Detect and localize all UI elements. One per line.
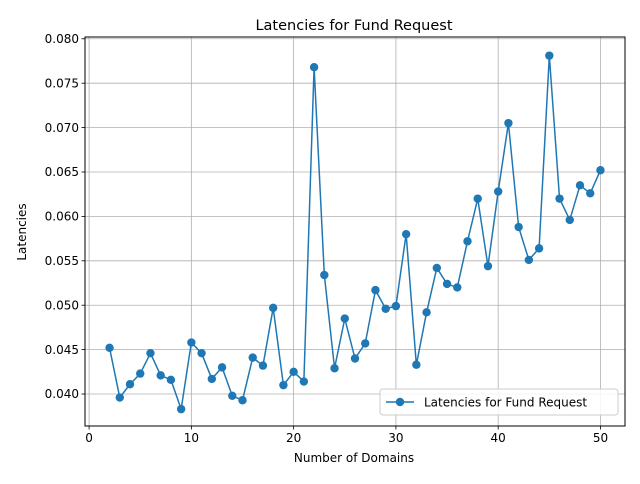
data-point (340, 314, 349, 323)
data-point (350, 354, 360, 363)
data-point (187, 338, 196, 347)
data-point (166, 375, 176, 385)
data-point (412, 360, 421, 369)
legend-box (379, 388, 619, 416)
data-point (105, 343, 114, 353)
data-point (565, 215, 574, 225)
data-point (330, 364, 339, 373)
data-point (197, 348, 206, 358)
data-point (136, 369, 145, 378)
legend: Latencies for Fund Request (379, 388, 619, 416)
data-point (279, 380, 288, 390)
y-axis-label: Latencies (15, 203, 29, 260)
x-tick-label: 50 (593, 431, 608, 445)
data-point (534, 244, 544, 253)
x-tick-label: 10 (184, 431, 199, 445)
data-point (401, 229, 411, 239)
data-point (309, 62, 319, 72)
data-point (586, 189, 595, 198)
y-tick-label: 0.055 (45, 254, 79, 268)
data-point (371, 285, 380, 295)
x-axis-label: Number of Domains (294, 451, 414, 465)
x-tick-label: 20 (286, 431, 301, 445)
data-point (545, 51, 554, 60)
data-point (258, 361, 268, 370)
data-point (381, 304, 390, 313)
data-point (146, 348, 155, 358)
data-point (596, 166, 605, 175)
data-point (248, 353, 257, 362)
data-point (391, 301, 401, 311)
data-point (207, 374, 217, 384)
data-point (575, 181, 585, 190)
data-point (299, 377, 309, 386)
data-point (442, 279, 452, 289)
chart-title: Latencies for Fund Request (255, 18, 452, 34)
data-point (514, 222, 523, 232)
y-tick-label: 0.050 (45, 298, 79, 312)
x-axis-ticks: 0 10 20 30 40 50 (85, 426, 608, 445)
y-axis-ticks: 0.040 0.045 0.050 0.055 0.060 0.065 0.070 0.075… (45, 32, 85, 401)
data-point (432, 263, 442, 273)
data-point (463, 237, 472, 246)
data-point (504, 118, 513, 128)
x-tick-label: 40 (491, 431, 506, 445)
x-tick-label: 30 (388, 431, 403, 445)
y-tick-label: 0.065 (45, 165, 79, 179)
legend-marker-swatch (395, 397, 405, 407)
x-tick-label: 0 (85, 431, 93, 445)
data-point (555, 194, 564, 203)
y-tick-label: 0.060 (45, 210, 79, 224)
data-point (493, 187, 503, 196)
series-layer (105, 51, 605, 414)
data-point (238, 396, 247, 405)
data-point (320, 270, 329, 280)
data-point (483, 261, 493, 271)
y-tick-label: 0.080 (45, 32, 79, 46)
grid (85, 37, 625, 426)
y-tick-label: 0.040 (45, 387, 79, 401)
data-point (268, 303, 278, 313)
plot-frame (84, 36, 626, 427)
y-tick-label: 0.070 (45, 121, 79, 135)
data-point (125, 380, 135, 389)
data-point (217, 363, 227, 372)
data-point (115, 393, 124, 402)
data-point (289, 367, 298, 377)
y-tick-label: 0.045 (45, 343, 79, 357)
data-point (176, 404, 186, 414)
data-point (422, 308, 431, 317)
y-tick-label: 0.075 (45, 76, 79, 90)
data-point (361, 339, 370, 348)
data-point (228, 391, 237, 400)
data-point (524, 255, 534, 265)
data-point (473, 194, 482, 203)
data-point (156, 371, 165, 380)
data-point (453, 283, 462, 292)
legend-label: Latencies for Fund Request (424, 396, 587, 410)
